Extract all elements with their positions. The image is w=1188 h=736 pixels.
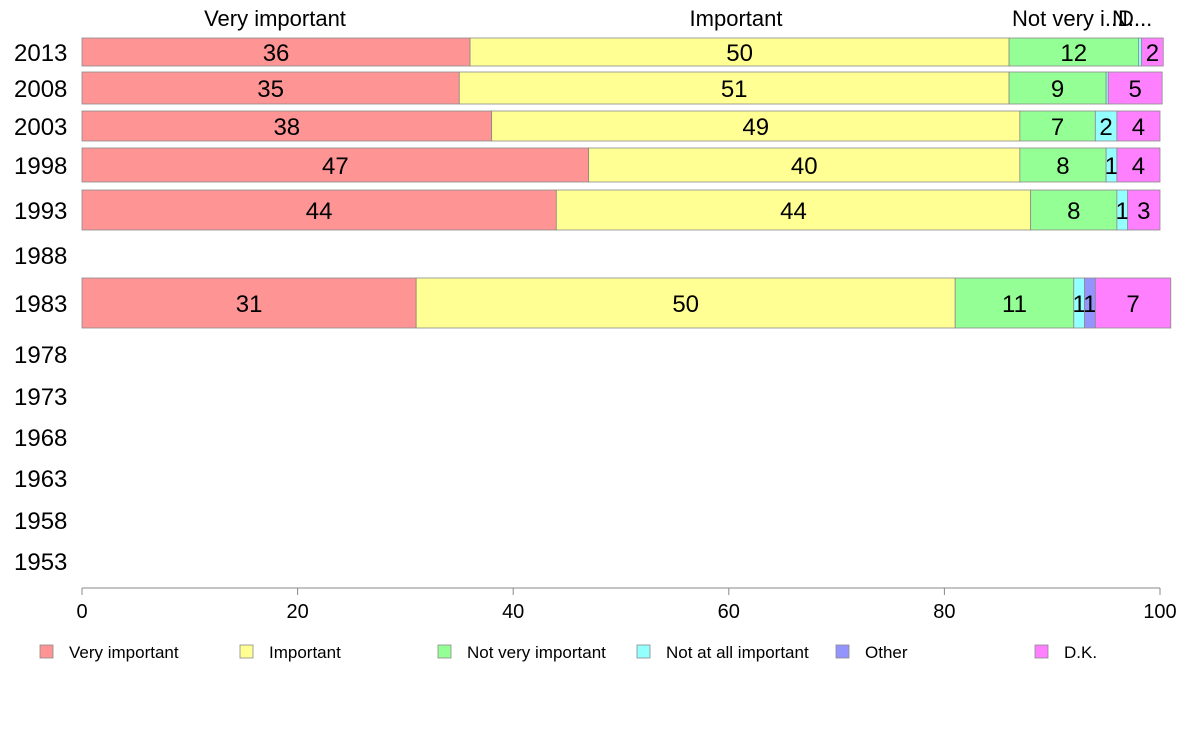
data-label: 1 [1083, 291, 1096, 318]
data-label: 3 [1137, 198, 1150, 225]
data-label: 44 [306, 198, 333, 225]
year-label: 2003 [14, 114, 67, 141]
bar-segment [81, 110, 493, 142]
data-label: 1 [1105, 153, 1118, 180]
bar-segment [555, 189, 1032, 231]
year-label: 1993 [14, 198, 67, 225]
bar-segment [415, 277, 956, 329]
bar-segment [1107, 71, 1163, 105]
legend-swatch [39, 644, 54, 659]
data-label: 9 [1051, 76, 1064, 103]
header-labels-group: Very important Important Not very i...N...… [204, 6, 1152, 31]
bar-segment [458, 71, 1010, 105]
bar-segment [1127, 189, 1161, 231]
legend: Very important Important Not very importan… [39, 643, 1097, 662]
bar-segment [81, 189, 557, 231]
data-label: 5 [1129, 76, 1142, 103]
bar-segment [81, 71, 460, 105]
bar-segment [1116, 110, 1161, 142]
series-header-label: D... [1118, 6, 1152, 31]
bar-segment [588, 147, 1021, 183]
series-header-label: Not very i... [1012, 6, 1123, 31]
data-label: 11 [1002, 291, 1027, 318]
year-label: 1953 [14, 549, 67, 576]
legend-label: Important [269, 643, 341, 662]
x-tick-label: 80 [933, 601, 955, 623]
data-label: 2 [1099, 114, 1112, 141]
year-label: 1998 [14, 153, 67, 180]
data-label: 51 [721, 76, 748, 103]
legend-swatch [239, 644, 254, 659]
bar-segment [81, 37, 471, 67]
data-label: 4 [1132, 114, 1145, 141]
bar-segment [1019, 147, 1107, 183]
legend-label: Very important [69, 643, 179, 662]
legend-swatch [437, 644, 452, 659]
data-label: 8 [1056, 153, 1069, 180]
data-label: 47 [322, 153, 349, 180]
bar-segment [954, 277, 1075, 329]
series-header-label: Important [690, 6, 783, 31]
bar-segment [1008, 37, 1139, 67]
x-tick-label: 20 [286, 601, 308, 623]
legend-label: Not very important [467, 643, 606, 662]
year-label: 1988 [14, 243, 67, 270]
data-label: 7 [1051, 114, 1064, 141]
year-label: 1983 [14, 291, 67, 318]
year-label: 1963 [14, 466, 67, 493]
data-label: 49 [742, 114, 769, 141]
series-header-label: N... [1112, 6, 1146, 31]
legend-label: D.K. [1064, 643, 1097, 662]
bar-segment [469, 37, 1010, 67]
data-label: 50 [726, 40, 753, 67]
year-labels-group: 2013 2008 2003 1998 1993 1988 1983 1978 1973 1968… [14, 40, 67, 576]
data-label: 38 [273, 114, 300, 141]
data-label: 36 [263, 40, 290, 67]
data-label: 31 [236, 291, 263, 318]
x-tick-label: 40 [502, 601, 524, 623]
x-tick-label: 100 [1143, 601, 1176, 623]
data-label: 44 [780, 198, 807, 225]
year-label: 2013 [14, 40, 67, 67]
data-label: 4 [1132, 153, 1145, 180]
year-label: 1958 [14, 508, 67, 535]
data-label: 35 [257, 76, 284, 103]
data-label: 8 [1067, 198, 1080, 225]
data-label: 50 [672, 291, 699, 318]
bar-segment [1094, 277, 1172, 329]
year-label: 1978 [14, 342, 67, 369]
bar-segment [1030, 189, 1118, 231]
x-axis: 0 20 40 60 80 100 [76, 587, 1177, 623]
series-header-label: Very important [204, 6, 346, 31]
x-tick-label: 60 [718, 601, 740, 623]
year-label: 1973 [14, 384, 67, 411]
data-label: 12 [1060, 40, 1087, 67]
year-label: 1968 [14, 425, 67, 452]
year-label: 2008 [14, 76, 67, 103]
legend-swatch [1034, 644, 1049, 659]
legend-swatch [636, 644, 651, 659]
bar-segment [1141, 37, 1164, 67]
bar-segment [491, 110, 1021, 142]
bar-segment [81, 147, 590, 183]
bars-group: 36 50 12 235 51 9 538 49 7 2 447 40 8 1 444 44 8 1 331 50 11… [81, 37, 1172, 329]
bar-segment [1116, 147, 1161, 183]
legend-label: Other [865, 643, 908, 662]
data-label: 2 [1146, 40, 1159, 67]
bar-segment [1138, 37, 1143, 67]
bar-segment [81, 277, 417, 329]
data-label: 40 [791, 153, 818, 180]
x-tick-label: 0 [76, 601, 87, 623]
data-label: 7 [1126, 291, 1139, 318]
bar-segment [1008, 71, 1107, 105]
legend-label: Not at all important [666, 643, 809, 662]
data-label: 1 [1072, 291, 1085, 318]
data-label: 1 [1116, 198, 1129, 225]
bar-segment [1019, 110, 1096, 142]
legend-swatch [835, 644, 850, 659]
